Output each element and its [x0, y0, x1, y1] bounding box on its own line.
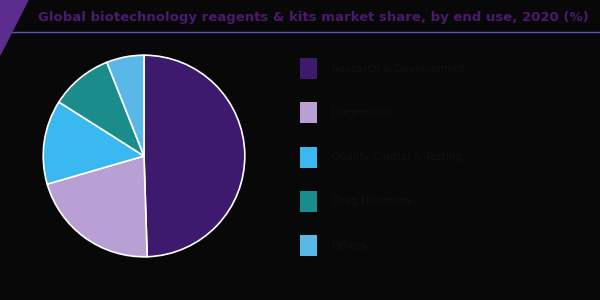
Wedge shape — [59, 62, 144, 156]
Bar — [300, 102, 317, 123]
Bar — [300, 235, 317, 256]
Bar — [300, 58, 317, 79]
Text: Others: Others — [331, 241, 367, 250]
Wedge shape — [43, 102, 144, 184]
Wedge shape — [47, 156, 147, 257]
Wedge shape — [144, 55, 245, 257]
Text: Quality Control & Testing: Quality Control & Testing — [331, 152, 461, 162]
Polygon shape — [0, 0, 28, 55]
Text: Diagnostics: Diagnostics — [331, 108, 392, 118]
Bar — [300, 147, 317, 167]
Text: Drug Discovery: Drug Discovery — [331, 196, 412, 206]
Text: Global biotechnology reagents & kits market share, by end use, 2020 (%): Global biotechnology reagents & kits mar… — [38, 11, 589, 25]
Bar — [300, 191, 317, 212]
Text: Research & Development: Research & Development — [331, 64, 464, 74]
Wedge shape — [107, 55, 144, 156]
